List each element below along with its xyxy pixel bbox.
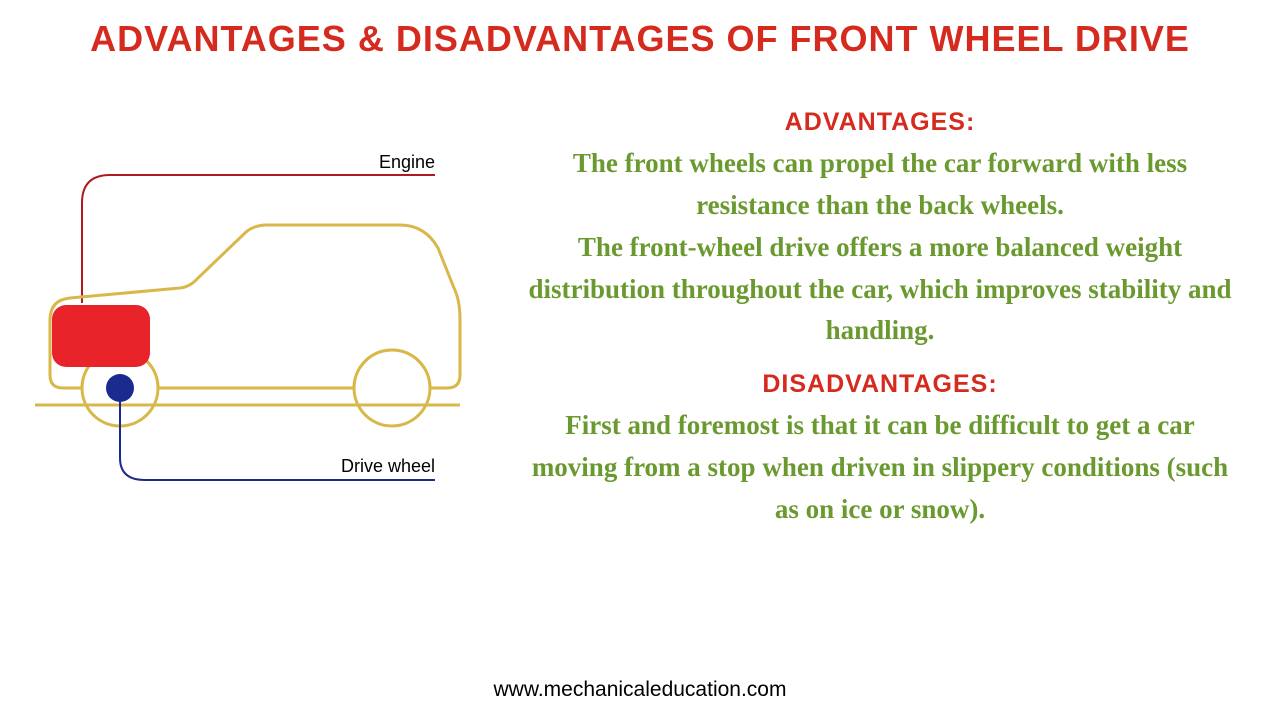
engine-block bbox=[52, 305, 150, 367]
advantages-body: The front wheels can propel the car forw… bbox=[520, 143, 1240, 352]
text-column: ADVANTAGES: The front wheels can propel … bbox=[500, 80, 1260, 541]
engine-label: Engine bbox=[379, 152, 435, 172]
page-title: ADVANTAGES & DISADVANTAGES OF FRONT WHEE… bbox=[0, 0, 1280, 60]
disadvantages-heading: DISADVANTAGES: bbox=[520, 370, 1240, 399]
disadvantages-body: First and foremost is that it can be dif… bbox=[520, 405, 1240, 531]
content-row: Engine Drive wheel ADVANTAGES: The front… bbox=[0, 60, 1280, 541]
drive-wheel-label: Drive wheel bbox=[341, 456, 435, 476]
advantages-heading: ADVANTAGES: bbox=[520, 108, 1240, 137]
footer-url: www.mechanicaleducation.com bbox=[0, 678, 1280, 702]
rear-wheel bbox=[354, 350, 430, 426]
engine-leader-line bbox=[82, 175, 435, 303]
car-diagram: Engine Drive wheel bbox=[30, 130, 490, 530]
diagram-column: Engine Drive wheel bbox=[20, 80, 500, 541]
